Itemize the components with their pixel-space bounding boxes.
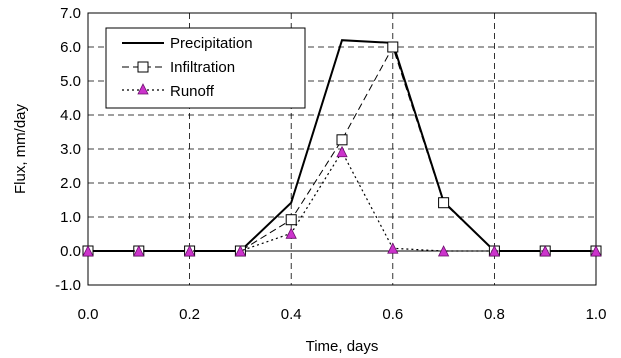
point-infiltration bbox=[387, 41, 399, 53]
y-axis-title: Flux, mm/day bbox=[12, 103, 29, 194]
point-runoff bbox=[82, 245, 94, 257]
legend: Precipitation Infiltration Runoff bbox=[105, 27, 306, 109]
point-runoff bbox=[234, 245, 247, 257]
legend-label-runoff: Runoff bbox=[170, 83, 215, 100]
x-tick-label: 0.2 bbox=[179, 306, 200, 323]
y-tick-label: 0.0 bbox=[60, 243, 81, 260]
legend-entry-precipitation: Precipitation bbox=[122, 35, 253, 52]
plot-frame bbox=[87, 12, 597, 286]
y-tick-label: 6.0 bbox=[60, 39, 81, 56]
series-runoff bbox=[82, 145, 602, 257]
x-axis-title: Time, days bbox=[306, 338, 379, 355]
y-tick-label: 1.0 bbox=[60, 209, 81, 226]
point-runoff bbox=[590, 245, 602, 257]
y-tick-label: 3.0 bbox=[60, 141, 81, 158]
point-runoff bbox=[437, 245, 450, 257]
point-runoff bbox=[285, 227, 297, 239]
point-runoff bbox=[183, 245, 196, 257]
x-tick-label: 0.6 bbox=[382, 306, 403, 323]
y-tick-label: 5.0 bbox=[60, 73, 81, 90]
y-tick-label: 7.0 bbox=[60, 5, 81, 22]
series-line-runoff bbox=[88, 150, 596, 252]
point-infiltration bbox=[285, 214, 297, 226]
legend-entry-infiltration: Infiltration bbox=[122, 59, 235, 76]
y-tick-label: 2.0 bbox=[60, 175, 81, 192]
legend-marker-runoff bbox=[137, 83, 149, 95]
x-tick-label: 1.0 bbox=[586, 306, 607, 323]
series-group bbox=[82, 39, 602, 257]
point-runoff bbox=[539, 245, 551, 257]
x-tick-label: 0.0 bbox=[78, 306, 99, 323]
point-infiltration bbox=[336, 134, 348, 146]
point-runoff bbox=[488, 245, 501, 257]
axes bbox=[87, 12, 597, 286]
point-infiltration bbox=[438, 197, 450, 209]
x-tick-label: 0.4 bbox=[281, 306, 302, 323]
legend-label-infiltration: Infiltration bbox=[170, 59, 235, 76]
point-runoff bbox=[387, 242, 399, 254]
y-tick-label: -1.0 bbox=[55, 277, 81, 294]
point-runoff bbox=[336, 145, 348, 158]
tick-labels: 7.0 6.0 5.0 4.0 3.0 2.0 1.0 0.0 -1.0 0.0 0.2 0.4 0.6… bbox=[55, 5, 606, 323]
point-runoff bbox=[133, 245, 145, 257]
y-tick-label: 4.0 bbox=[60, 107, 81, 124]
legend-entry-runoff: Runoff bbox=[122, 83, 215, 100]
legend-label-precipitation: Precipitation bbox=[170, 35, 253, 52]
legend-marker-infiltration bbox=[137, 61, 149, 73]
x-tick-label: 0.8 bbox=[484, 306, 505, 323]
